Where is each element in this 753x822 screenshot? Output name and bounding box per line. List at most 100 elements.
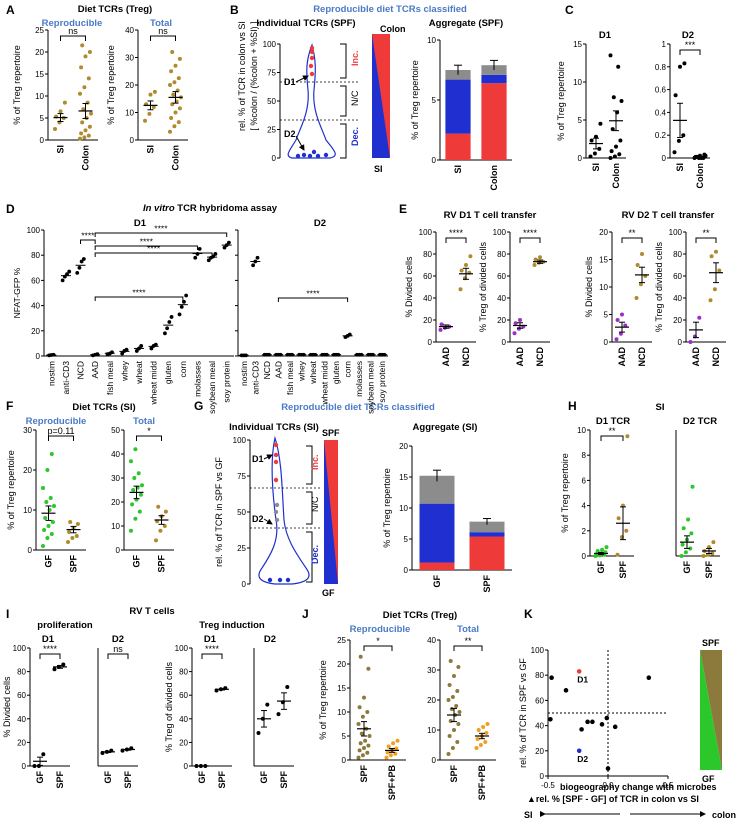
data-point [184, 293, 189, 298]
y-axis-label: % of Treg repertoire [560, 453, 570, 533]
y-axis-label: % of Treg repertoire [382, 468, 392, 548]
panel-I-d2-a: D2 [112, 634, 124, 645]
data-point [590, 719, 595, 725]
y-tick-label: 10 [35, 92, 44, 101]
data-point [357, 748, 362, 753]
data-point [163, 331, 167, 336]
y-tick-label: 40 [179, 715, 188, 724]
y-tick-label: 0.6 [655, 86, 667, 95]
x-tick-label: SPF [704, 561, 714, 579]
y-tick-label: 40 [535, 722, 544, 731]
data-point [638, 282, 643, 287]
y-tick-label: 8 [582, 451, 587, 460]
y-tick-label: 1 [662, 40, 667, 49]
data-point [608, 53, 613, 58]
data-point [512, 331, 517, 336]
y-axis-label: % Divided cells [2, 676, 12, 738]
data-point [615, 552, 620, 557]
chart-A-left: 0 5 10 15 20 25 % of Treg repertoire SI Colon ns [12, 26, 98, 171]
data-point [169, 315, 174, 319]
data-point [548, 717, 553, 722]
violin-point [273, 442, 279, 448]
y-tick-label: 10 [577, 426, 586, 435]
sig-label: *** [685, 40, 696, 50]
data-point [672, 150, 677, 155]
chart-D-left: 0 20 40 60 80 100 nostim anti-CD3 NCD AAD fish mea… [12, 224, 234, 414]
data-point [439, 322, 444, 327]
y-tick-label: 5 [404, 535, 409, 544]
data-point [619, 99, 624, 103]
data-point [360, 714, 365, 719]
panel-K-legend-top: SPF [702, 638, 720, 648]
y-tick-label: 0 [184, 762, 189, 771]
data-point [610, 127, 615, 132]
violin-point [308, 63, 314, 69]
panel-K-xlabel-1: biogeography change with microbes [560, 782, 717, 792]
y-tick-label: 10 [125, 109, 134, 118]
data-point [604, 715, 610, 721]
panel-G-title: Reproducible diet TCRs classified [281, 402, 435, 413]
y-tick-label: 0 [678, 338, 683, 347]
data-point [85, 100, 90, 105]
data-point [173, 63, 178, 68]
data-point [475, 737, 480, 741]
x-tick-label: SPF+PB [477, 765, 487, 801]
data-point [478, 743, 483, 747]
y-tick-label: 20 [399, 442, 408, 451]
x-tick-label: SPF [482, 575, 492, 593]
sig-bracket [445, 237, 467, 243]
x-tick-label: nostim [239, 361, 249, 386]
sig-bracket [600, 435, 624, 441]
data-point [358, 654, 363, 659]
data-point [67, 530, 72, 534]
data-point [576, 748, 582, 754]
data-point [455, 689, 460, 693]
data-point [78, 91, 82, 96]
panel-K-legend: SPF GF biogeography change with microbes… [524, 638, 736, 820]
data-point [595, 548, 600, 553]
data-point [41, 486, 45, 490]
sig-bracket [107, 653, 129, 659]
violin-y-tick-label: 100 [263, 40, 277, 49]
data-point [89, 111, 93, 116]
data-point [46, 524, 51, 528]
sig-label: **** [140, 237, 154, 247]
data-point [513, 321, 518, 326]
x-tick-label: corn [178, 361, 188, 378]
x-tick-label: gluten [331, 361, 341, 384]
data-point [153, 342, 158, 347]
panel-G-d2-label: D2 [252, 514, 264, 524]
x-tick-label: AAD [617, 347, 627, 367]
panel-B-inc-label: Inc. [350, 50, 360, 66]
panel-B-legend-bottom: SI [374, 164, 383, 174]
panel-letter-I: I [6, 607, 9, 621]
data-point [681, 133, 686, 138]
y-tick-label: 40 [17, 715, 26, 724]
x-tick-label: SPF+PB [387, 765, 397, 801]
data-point [48, 496, 53, 500]
x-tick-label: AAD [691, 347, 701, 367]
data-point [635, 263, 640, 267]
bar-segment [419, 503, 455, 563]
x-tick-label: soybean meal [207, 361, 217, 414]
data-point [625, 434, 630, 439]
y-tick-label: 60 [17, 691, 26, 700]
data-point [362, 695, 366, 700]
panel-H-title: SI [656, 402, 665, 413]
data-point [679, 554, 684, 558]
panel-I-sub-left: proliferation [37, 620, 93, 631]
data-point [82, 85, 87, 90]
data-point [710, 551, 715, 556]
data-point [457, 710, 462, 714]
data-point [49, 532, 54, 536]
panel-B-sub-left: Individual TCRs (SPF) [256, 18, 355, 29]
bar-segment [445, 133, 471, 160]
data-point [58, 109, 63, 114]
data-point [32, 764, 37, 768]
x-tick-label: Colon [611, 163, 621, 189]
violin-y-tick-label: 25 [267, 126, 276, 135]
y-tick-label: 0 [404, 566, 409, 575]
y-tick-label: 0 [22, 762, 27, 771]
data-point [158, 528, 163, 533]
